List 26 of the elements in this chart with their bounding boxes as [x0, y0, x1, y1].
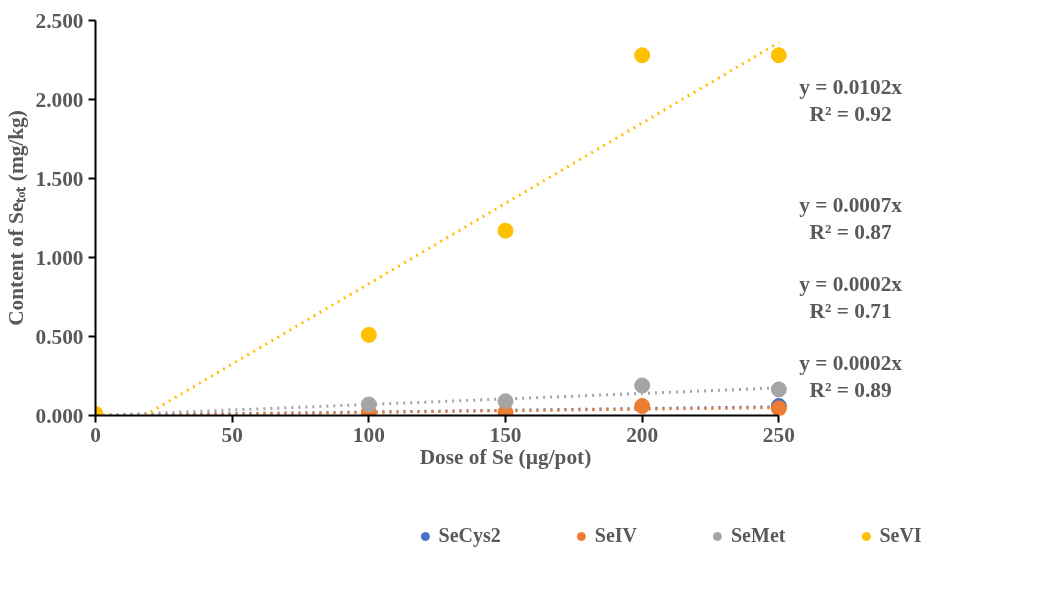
x-tick-label: 0 — [90, 422, 101, 447]
y-tick-label: 2.500 — [35, 8, 84, 33]
x-tick-label: 100 — [352, 422, 385, 447]
y-axis-title: Content of Seₜₒₜ (mg/kg) — [3, 110, 28, 326]
text: R² = 0.71 — [809, 299, 892, 324]
legend-label: SeCys2 — [438, 524, 501, 547]
legend-label: SeVI — [879, 524, 922, 547]
y-tick-label: 1.500 — [35, 166, 84, 191]
text: y = 0.0007x — [799, 193, 903, 218]
legend-label: SeIV — [594, 524, 637, 547]
y-tick-label: 1.000 — [35, 245, 84, 270]
y-tick-label: 2.000 — [35, 87, 84, 112]
x-tick-label: 50 — [221, 422, 243, 447]
text: R² = 0.92 — [809, 101, 892, 126]
text: y = 0.0002x — [799, 351, 903, 376]
text: R² = 0.89 — [809, 378, 892, 403]
x-axis-title: Dose of Se (µg/pot) — [419, 444, 592, 469]
text: y = 0.0102x — [799, 74, 903, 99]
x-tick-label: 200 — [626, 422, 659, 447]
y-tick-label: 0.000 — [35, 403, 84, 428]
x-tick-label: 250 — [762, 422, 795, 447]
y-tick-label: 0.500 — [35, 324, 84, 349]
x-tick-label: 150 — [489, 422, 522, 447]
text: R² = 0.87 — [809, 220, 892, 245]
text: y = 0.0002x — [799, 272, 903, 297]
legend-label: SeMet — [731, 524, 786, 547]
